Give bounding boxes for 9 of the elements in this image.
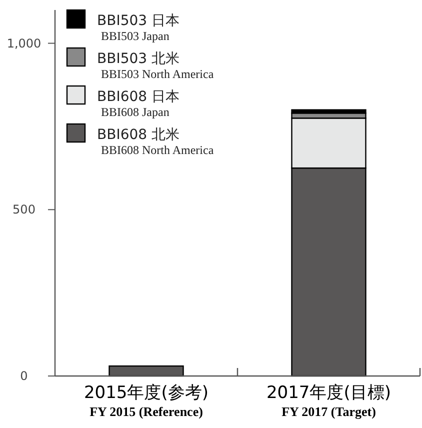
y-tick-label: 500 xyxy=(12,202,36,217)
legend-label: BBI608 北米 BBI608 North America xyxy=(97,127,214,157)
legend-label: BBI503 北米 BBI503 North America xyxy=(97,51,214,81)
y-tick-label: 1,000 xyxy=(6,36,42,50)
x-tick-label: 2015年度(参考) FY 2015 (Reference) xyxy=(84,383,209,419)
legend-label: BBI608 日本 BBI608 Japan xyxy=(97,89,180,119)
legend-label: BBI503 日本 BBI503 Japan xyxy=(97,13,180,43)
x-tick-label: 2017年度(目標) FY 2017 (Target) xyxy=(266,383,392,419)
y-tick-label: 0 xyxy=(20,369,28,383)
